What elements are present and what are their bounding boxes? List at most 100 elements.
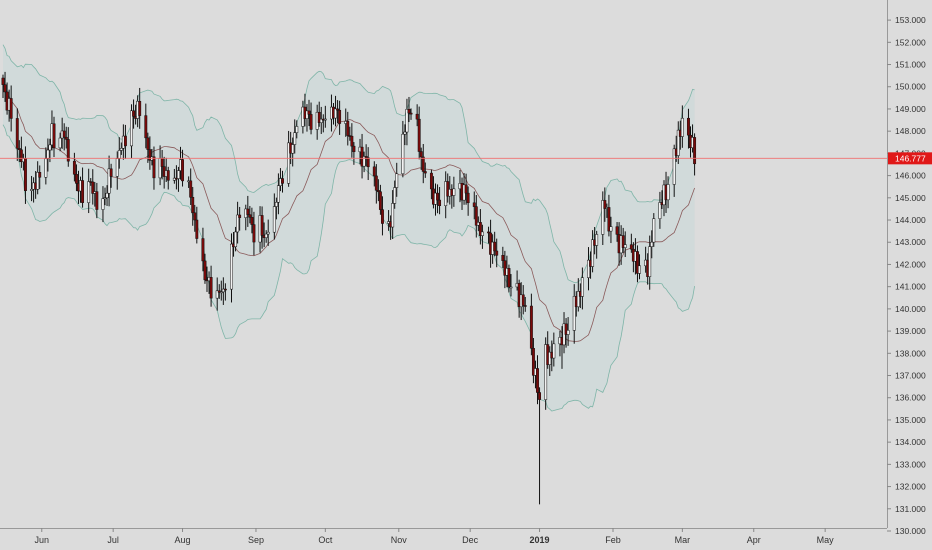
candle	[246, 195, 250, 227]
y-tick-label: 151.000	[895, 60, 926, 70]
candle-body	[62, 130, 66, 138]
candle	[595, 230, 599, 259]
y-tick-label: 152.000	[895, 37, 926, 47]
candle-body	[119, 147, 123, 151]
current-price-tag-bg	[888, 152, 932, 165]
candle-body	[391, 203, 395, 228]
candle-body	[193, 212, 197, 221]
candle-body	[107, 168, 111, 194]
candle-body	[572, 295, 576, 331]
time-axis[interactable]: Jun Jul Aug Sep Oct Nov Dec 2019 Feb Mar Apr May	[0, 528, 887, 545]
candle-body	[295, 126, 299, 133]
candle-body	[209, 277, 213, 299]
candle-body	[276, 185, 280, 203]
candle	[103, 187, 107, 206]
y-tick-label: 150.000	[895, 82, 926, 92]
y-tick-label: 136.000	[895, 393, 926, 403]
candle	[693, 133, 697, 176]
candle	[119, 142, 123, 155]
candle-body	[652, 218, 656, 243]
candle-body	[36, 172, 40, 190]
candle-body	[629, 244, 633, 250]
candle	[376, 179, 380, 202]
candle	[81, 167, 85, 208]
candle	[166, 166, 170, 190]
candle-body	[429, 172, 433, 190]
candle	[446, 173, 450, 203]
candle-body	[234, 231, 238, 248]
candle-body	[166, 170, 170, 181]
y-tick-label: 146.000	[895, 171, 926, 181]
x-tick-label: Sep	[248, 535, 264, 545]
candle-body	[374, 175, 378, 191]
candle	[144, 103, 148, 149]
candle-body	[176, 170, 180, 179]
candle	[195, 206, 199, 244]
candle-body	[132, 110, 136, 117]
candle	[295, 120, 299, 139]
candle-body	[23, 158, 27, 191]
candle-body	[415, 113, 419, 120]
candle-body	[115, 158, 119, 177]
candle-body	[246, 208, 250, 215]
candle	[201, 227, 205, 272]
candle	[544, 337, 548, 410]
candle-body	[529, 305, 533, 349]
current-price-tag: 146.777	[888, 152, 932, 165]
x-tick-label: Jun	[35, 535, 50, 545]
candle	[364, 144, 368, 167]
candle	[676, 121, 680, 165]
candle-body	[272, 206, 276, 233]
candle-body	[130, 110, 133, 147]
candle	[176, 166, 180, 192]
candle	[276, 173, 280, 215]
candle-body	[372, 166, 376, 177]
price-axis[interactable]: 130.000 131.000 132.000 133.000 134.000 135.0…	[887, 0, 932, 536]
candle-body	[676, 129, 680, 156]
candle	[305, 104, 309, 132]
candle-body	[472, 202, 476, 207]
candle-body	[487, 231, 490, 234]
candle	[576, 278, 580, 312]
candle-body	[160, 158, 164, 167]
candle-body	[291, 144, 295, 154]
candle	[472, 191, 476, 220]
candle-body	[607, 207, 611, 232]
candle-body	[493, 241, 497, 252]
candle-body	[317, 111, 321, 123]
candle	[366, 147, 370, 181]
candle-body	[423, 171, 427, 174]
candle	[9, 85, 13, 132]
candle-body	[117, 150, 121, 159]
candle-body	[248, 214, 252, 218]
candle	[503, 250, 507, 289]
candle	[191, 186, 195, 226]
candle	[521, 285, 525, 315]
candle-body	[105, 192, 109, 199]
candle-body	[9, 98, 13, 119]
candle-body	[52, 123, 56, 149]
candle-body	[58, 137, 62, 149]
candle	[566, 317, 570, 346]
candle	[531, 338, 535, 384]
candle	[350, 123, 354, 158]
candle-body	[603, 200, 607, 209]
candle-body	[307, 110, 311, 115]
bollinger-bands	[2, 44, 695, 412]
candle-body	[3, 84, 7, 93]
candle-body	[1, 77, 5, 85]
candle-body	[364, 156, 368, 158]
candle-body	[687, 117, 690, 136]
candle	[672, 144, 676, 197]
candle-body	[181, 159, 184, 182]
y-tick-label: 144.000	[895, 215, 926, 225]
candle-body	[189, 180, 193, 198]
candle-body	[495, 250, 499, 256]
candle-body	[203, 260, 207, 281]
candle	[230, 233, 233, 303]
candle-body	[293, 132, 297, 145]
candle	[215, 277, 219, 311]
candle	[538, 387, 541, 505]
candle-body	[30, 188, 34, 191]
